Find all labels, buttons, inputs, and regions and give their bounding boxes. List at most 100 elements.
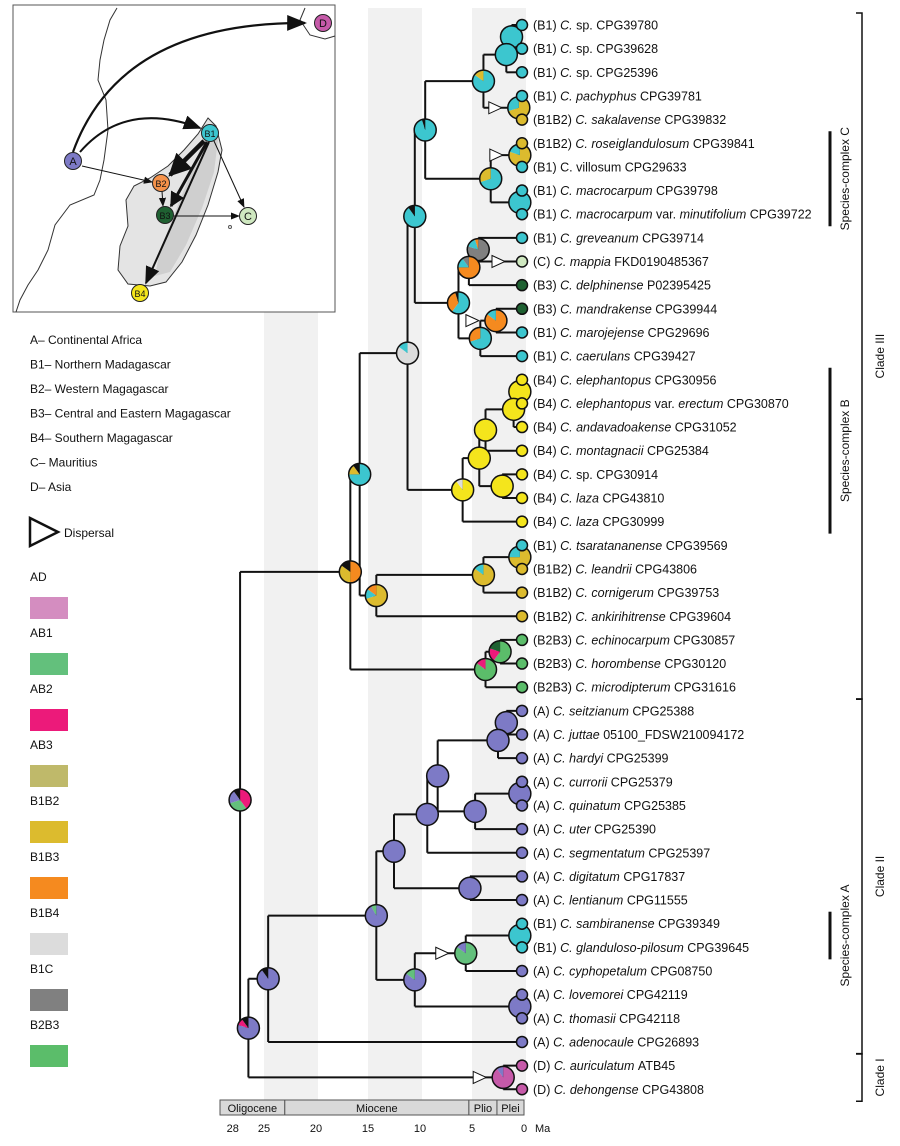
- ancestral-state-pie: [488, 639, 512, 664]
- pie-slice-B4: [468, 447, 491, 470]
- pie-slice-B1: [414, 118, 437, 141]
- africa-coastline: [15, 7, 118, 313]
- tip-label: (B1B2) C. leandrii CPG43806: [533, 562, 697, 576]
- area-legend-item: B4– Southern Magagascar: [30, 431, 173, 445]
- tip-label: (B4) C. elephantopus var. erectum CPG308…: [533, 397, 789, 411]
- pie-slice-A: [458, 877, 481, 900]
- ancestral-state-pie: [490, 474, 514, 498]
- tip-voucher: CPG39753: [657, 586, 719, 600]
- area-legend-item: A– Continental Africa: [30, 333, 142, 347]
- area-legend-item: B2– Western Magagascar: [30, 382, 169, 396]
- pie-slice-B4: [491, 475, 514, 498]
- tip-marker: [515, 373, 529, 386]
- tip-voucher: CPG26893: [637, 1035, 699, 1049]
- tip-epithet: uter: [569, 823, 594, 837]
- pie-slice-AB1: [454, 942, 477, 965]
- tip-label: (B1) C. pachyphus CPG39781: [533, 89, 702, 103]
- tip-voucher: CPG39427: [634, 350, 696, 364]
- tip-marker: [515, 491, 529, 505]
- ancestral-state-pie: [236, 1016, 261, 1040]
- pie-slice-B1: [507, 96, 519, 112]
- tip-epithet: sp.: [576, 19, 596, 33]
- tip-area: (B1): [533, 208, 560, 222]
- pie-outline: [454, 941, 478, 966]
- clade-bracket: [856, 12, 863, 700]
- tip-genus: C.: [575, 657, 591, 671]
- state-swatch-B2B3: [30, 1045, 68, 1067]
- tip-area: (B1B2): [533, 610, 575, 624]
- pie-slice-B1B3: [447, 292, 459, 312]
- tip-area: (C): [533, 255, 554, 269]
- tip-genus: C.: [554, 255, 570, 269]
- dispersal-arrow-B1-B2: [168, 139, 206, 177]
- pie-slice-B1C: [462, 256, 469, 268]
- map-area-B1: [201, 124, 219, 142]
- dispersal-event-icon: [489, 148, 505, 162]
- tip-epithet: quinatum: [569, 799, 624, 813]
- epoch-label: Oligocene: [228, 1103, 278, 1115]
- tip-voucher: 05100_FDSW210094172: [603, 728, 744, 742]
- ancestral-state-pie: [468, 326, 493, 351]
- tip-genus: C.: [575, 562, 591, 576]
- tip-area: (B1): [533, 326, 560, 340]
- pie-outline: [473, 418, 498, 442]
- tip-epithet: adenocaule: [569, 1035, 637, 1049]
- tip-genus: C.: [560, 350, 576, 364]
- tip-label: (A) C. digitatum CPG17837: [533, 870, 685, 884]
- dispersal-label: Dispersal: [64, 526, 114, 540]
- tip-epithet: seitzianum: [569, 704, 632, 718]
- pie-outline: [415, 802, 440, 827]
- tip-label: (B1) C. sp. CPG25396: [533, 66, 658, 80]
- tip-epithet: elephantopus: [576, 373, 655, 387]
- tip-epithet: juttae: [567, 728, 603, 742]
- pie-outline: [478, 166, 503, 191]
- tip-label: (B4) C. andavadoakense CPG31052: [533, 421, 737, 435]
- state-legend-label: B2B3: [30, 1018, 60, 1032]
- tip-voucher: CPG30999: [602, 515, 664, 529]
- tip-marker: [515, 799, 529, 812]
- state-swatch-AB3: [30, 765, 68, 787]
- ancestral-state-pie: [256, 967, 280, 991]
- tip-voucher: CPG29633: [625, 160, 687, 174]
- tip-genus: C.: [553, 846, 569, 860]
- tip-area: (B1B2): [533, 137, 575, 151]
- tip-marker: [515, 1083, 529, 1096]
- tip-epithet: villosum: [576, 160, 625, 174]
- tip-area: (B1): [533, 539, 560, 553]
- pie-slice-other: [353, 463, 360, 475]
- tip-epithet: lentianum: [569, 894, 627, 908]
- map-area-B3: [156, 206, 174, 224]
- tip-area: (B1): [533, 941, 560, 955]
- ancestral-state-pie: [467, 446, 492, 470]
- tip-area: (D): [533, 1083, 554, 1097]
- pie-outline: [473, 657, 498, 682]
- tip-label: (B1) C. sambiranense CPG39349: [533, 917, 720, 931]
- tip-label: (B4) C. elephantopus CPG30956: [533, 373, 717, 387]
- pie-slice-B1B2: [479, 167, 491, 183]
- pie-slice-B1: [467, 239, 479, 250]
- pie-outline: [488, 639, 512, 664]
- tip-marker: [515, 539, 529, 552]
- pie-outline: [446, 291, 471, 315]
- tip-voucher: ATB45: [638, 1059, 675, 1073]
- pie-outline: [364, 583, 389, 608]
- tip-label: (B1B2) C. roseiglandulosum CPG39841: [533, 137, 755, 151]
- tip-genus: C.: [560, 160, 576, 174]
- tip-genus: C.: [553, 728, 569, 742]
- tip-genus: C.: [560, 373, 576, 387]
- pie-outline: [490, 474, 514, 498]
- pie-slice-B1B2: [472, 563, 495, 586]
- ancestral-state-pie: [338, 560, 363, 584]
- pie-slice-B1: [480, 167, 502, 190]
- pie-slice-B1: [403, 205, 426, 228]
- tip-epithet: caerulans: [576, 350, 634, 364]
- tip-label: (B1) C. caerulans CPG39427: [533, 350, 696, 364]
- state-swatch-B1C: [30, 989, 68, 1011]
- tip-area: (B4): [533, 421, 560, 435]
- area-legend-item: B3– Central and Eastern Magagascar: [30, 407, 231, 421]
- tip-area: (B1): [533, 19, 560, 33]
- tip-marker: [515, 255, 529, 268]
- ancestral-state-pie: [425, 764, 450, 788]
- tip-marker: [515, 113, 529, 126]
- map-area-A: [64, 152, 82, 170]
